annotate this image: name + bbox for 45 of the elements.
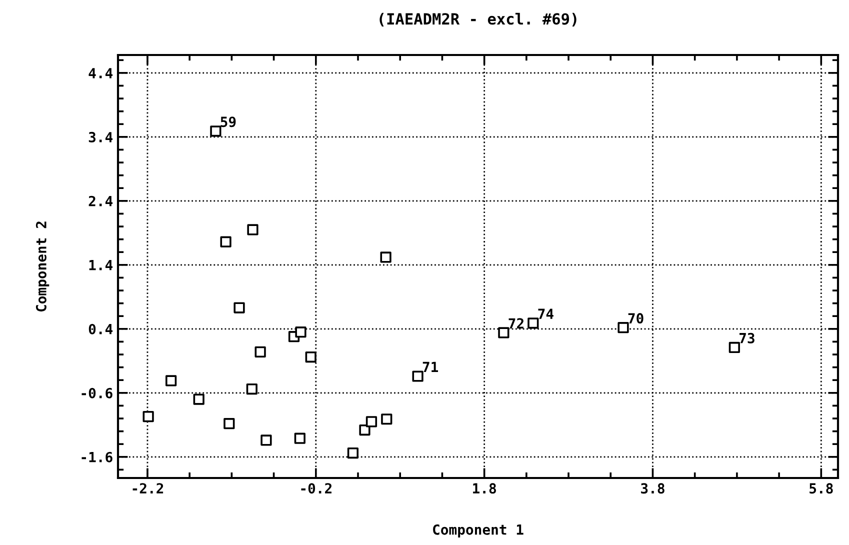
point [380,252,392,263]
x-tick-label: -2.2 [132,483,164,494]
y-tick-label: 3.4 [88,132,113,142]
point [359,424,370,436]
point [381,414,392,425]
point [498,327,510,338]
chart-title: (IAEADM2R - excl. #69) [380,12,576,26]
point [224,418,235,430]
x-tick-label: 3.8 [641,483,664,494]
annotation: 73 [740,332,754,344]
point [366,416,378,428]
point [528,318,539,329]
point [165,375,177,386]
point [618,322,629,334]
annotation: 70 [628,313,644,324]
point [247,224,258,236]
y-tick-label: -0.6 [82,388,112,398]
y-tick-label: -1.6 [82,452,112,462]
point [234,302,245,314]
point [193,394,204,405]
point [142,411,154,422]
x-tick-label: 1.8 [473,483,496,494]
annotation: 72 [508,318,524,328]
y-axis-title: Component 2 [36,222,50,312]
annotation: 71 [422,362,438,372]
point [210,126,222,137]
y-tick-label: 2.4 [88,196,113,206]
point [412,370,424,382]
point [254,346,266,358]
annotation: 59 [220,116,236,128]
y-tick-label: 0.4 [88,324,113,334]
x-axis-title: Component 1 [433,524,524,538]
point [305,351,316,363]
point [220,236,232,248]
x-tick-label: -0.2 [301,483,332,494]
point [347,447,359,459]
x-tick-label: 5.8 [810,483,833,494]
point [294,432,306,444]
y-tick-label: 4.4 [88,68,113,78]
point [246,383,258,395]
y-tick-label: 1.4 [89,260,113,270]
point [260,434,272,446]
point [728,342,740,354]
annotation: 74 [538,308,554,319]
point [295,326,306,338]
